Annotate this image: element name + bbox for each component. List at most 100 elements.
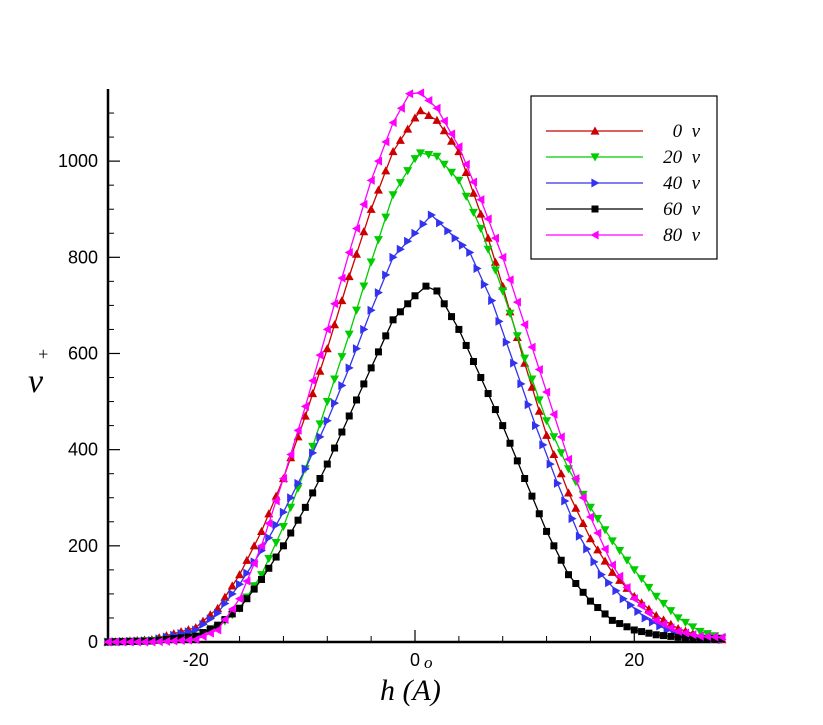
data-point — [264, 555, 274, 564]
data-point — [565, 571, 572, 579]
y-tick-label: 800 — [68, 247, 98, 267]
data-point — [667, 632, 675, 640]
data-point — [524, 400, 533, 410]
data-point — [214, 608, 223, 618]
data-point — [183, 635, 193, 645]
legend: 0 v 20 v 40 v 60 v 80 v — [530, 95, 718, 260]
data-point — [242, 555, 252, 564]
data-point — [480, 280, 489, 290]
data-point — [381, 166, 391, 175]
data-point — [424, 110, 434, 120]
data-point — [352, 344, 362, 354]
data-point — [337, 353, 347, 362]
data-point — [227, 604, 236, 614]
x-tick-label: 20 — [624, 650, 644, 670]
data-point — [366, 204, 376, 213]
data-point — [579, 588, 587, 596]
data-point — [673, 626, 682, 636]
axis-titles: h (A) o v + — [28, 344, 441, 707]
data-point — [455, 325, 463, 333]
data-point — [629, 594, 638, 604]
data-point — [294, 516, 302, 524]
data-point — [316, 432, 325, 442]
data-point — [512, 332, 522, 341]
data-point — [396, 308, 404, 316]
data-point — [330, 398, 340, 408]
data-point — [366, 175, 375, 185]
data-point — [439, 160, 449, 169]
data-point — [381, 137, 390, 147]
data-point — [389, 252, 398, 262]
data-point — [169, 636, 178, 646]
data-point — [192, 625, 201, 635]
data-point — [473, 264, 482, 274]
data-point — [451, 233, 460, 243]
data-point — [287, 493, 296, 503]
data-point — [388, 118, 397, 128]
legend-marker — [590, 230, 599, 240]
data-point — [651, 615, 660, 625]
y-tick-label: 400 — [68, 440, 98, 460]
data-point — [498, 287, 508, 296]
data-point — [476, 209, 486, 218]
data-point — [593, 528, 602, 538]
data-point — [651, 592, 661, 601]
data-point — [717, 632, 726, 642]
data-point — [360, 380, 368, 388]
data-point — [367, 305, 376, 315]
data-point — [309, 448, 318, 458]
data-point — [323, 416, 332, 426]
data-point — [213, 625, 222, 635]
data-point — [271, 539, 281, 548]
data-point — [542, 417, 552, 426]
data-point — [564, 465, 573, 474]
data-point — [550, 542, 558, 550]
data-point — [680, 628, 690, 638]
data-point — [205, 628, 214, 638]
data-point — [521, 475, 529, 483]
data-point — [461, 167, 471, 176]
data-point — [506, 439, 514, 447]
data-point — [286, 503, 296, 512]
data-point — [695, 631, 704, 641]
data-point — [403, 167, 413, 176]
data-point — [427, 210, 436, 220]
data-point — [272, 553, 280, 561]
data-point — [600, 526, 610, 535]
data-point — [154, 637, 163, 647]
data-point — [502, 337, 511, 347]
data-point — [395, 135, 405, 144]
data-point — [243, 595, 251, 603]
data-point — [301, 503, 309, 511]
data-point — [549, 449, 559, 459]
data-point — [666, 623, 675, 633]
data-point — [593, 545, 603, 554]
data-point — [110, 637, 119, 647]
x-axis-title: h (A) — [380, 674, 441, 707]
data-point — [461, 192, 471, 201]
data-point — [490, 233, 500, 243]
data-point — [359, 227, 369, 236]
data-point — [535, 510, 543, 518]
data-point — [382, 332, 390, 340]
y-tick-label: 600 — [68, 343, 98, 363]
data-point — [539, 440, 548, 450]
data-point — [415, 106, 425, 115]
data-point — [673, 614, 683, 623]
data-point — [615, 575, 625, 584]
data-point — [411, 228, 420, 238]
data-point — [527, 382, 537, 391]
data-point — [301, 464, 310, 474]
data-point — [534, 365, 543, 375]
data-point — [103, 637, 112, 647]
data-point — [352, 223, 361, 233]
data-point — [381, 213, 391, 222]
data-point — [593, 514, 603, 524]
data-point — [513, 457, 521, 465]
data-point — [476, 224, 486, 233]
data-point — [652, 631, 660, 639]
legend-label: 60 v — [663, 199, 701, 220]
data-point — [439, 126, 449, 135]
data-point — [367, 364, 375, 372]
data-point — [612, 586, 621, 596]
